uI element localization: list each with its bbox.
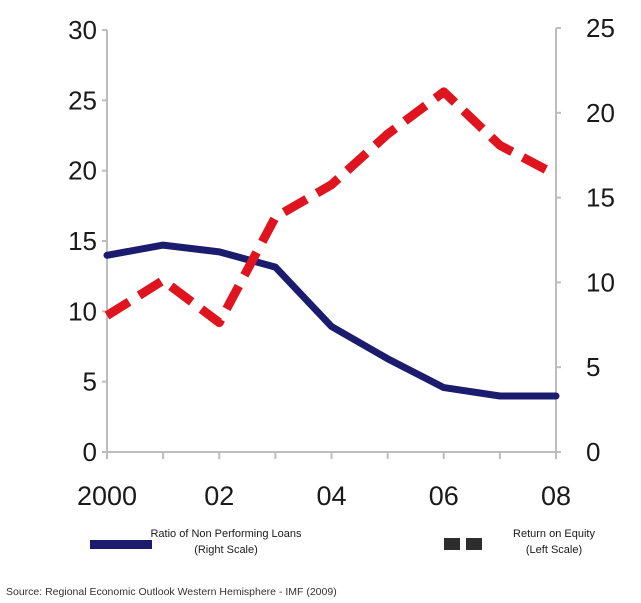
left-axis-tick-label: 15 xyxy=(68,226,97,256)
x-axis-tick-label: 02 xyxy=(204,481,234,511)
x-axis-tick-label: 2000 xyxy=(77,481,137,511)
right-axis-tick-label: 25 xyxy=(586,13,615,43)
source-note: Source: Regional Economic Outlook Wester… xyxy=(6,586,337,598)
right-axis-tick-label: 0 xyxy=(586,437,600,467)
left-axis-tick-label: 10 xyxy=(68,296,97,326)
right-axis-tick-label: 10 xyxy=(586,267,615,297)
x-axis-tick-label: 06 xyxy=(429,481,459,511)
chart-legend: Ratio of Non Performing Loans (Right Sca… xyxy=(90,528,595,556)
legend-sublabel-npl: (Right Scale) xyxy=(194,544,258,556)
x-axis-tick-label: 08 xyxy=(541,481,571,511)
legend-label-npl: Ratio of Non Performing Loans xyxy=(150,528,302,540)
chart-axes: 0 5 10 15 20 25 30 0 5 10 15 20 25 2000 02 04 06 08 xyxy=(68,13,615,511)
left-axis-tick-label: 0 xyxy=(83,437,97,467)
legend-swatch-roe-1 xyxy=(444,538,460,550)
right-axis-tick-label: 20 xyxy=(586,98,615,128)
right-axis-tick-label: 15 xyxy=(586,183,615,213)
npl-ratio-line xyxy=(103,241,560,400)
return-on-equity-line xyxy=(104,87,559,328)
legend-sublabel-roe: (Left Scale) xyxy=(526,544,582,556)
left-axis-tick-label: 5 xyxy=(83,367,97,397)
x-axis-tick-label: 04 xyxy=(316,481,346,511)
left-axis-tick-label: 20 xyxy=(68,156,97,186)
legend-label-roe: Return on Equity xyxy=(513,528,595,540)
legend-swatch-npl xyxy=(90,540,152,549)
left-axis-tick-label: 30 xyxy=(68,15,97,45)
right-axis-tick-label: 5 xyxy=(586,352,600,382)
legend-swatch-roe-2 xyxy=(466,538,482,550)
chart-series xyxy=(103,87,560,400)
left-axis-tick-label: 25 xyxy=(68,85,97,115)
